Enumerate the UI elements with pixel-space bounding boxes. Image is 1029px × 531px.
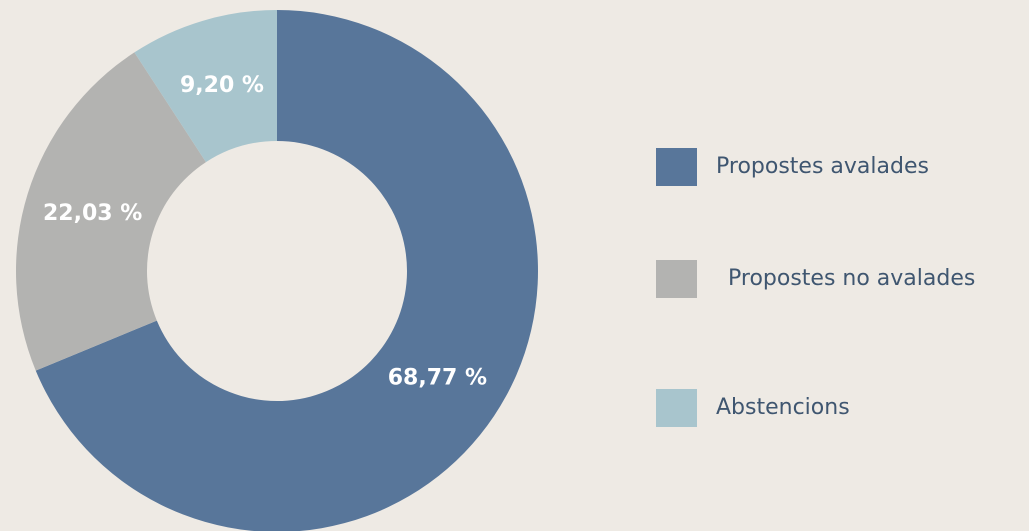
value-label: 22,03 % (43, 201, 142, 226)
legend-label: Abstencions (716, 395, 850, 420)
legend-swatch (656, 389, 697, 427)
value-label: 68,77 % (388, 365, 487, 390)
legend-swatch (656, 148, 697, 186)
legend-label: Propostes no avalades (728, 266, 975, 291)
donut-slice (35, 10, 538, 531)
value-label: 9,20 % (180, 73, 264, 98)
legend-label: Propostes avalades (716, 154, 929, 179)
donut-slice (134, 9, 277, 163)
legend-swatch (656, 260, 697, 298)
donut-slice (16, 52, 206, 371)
